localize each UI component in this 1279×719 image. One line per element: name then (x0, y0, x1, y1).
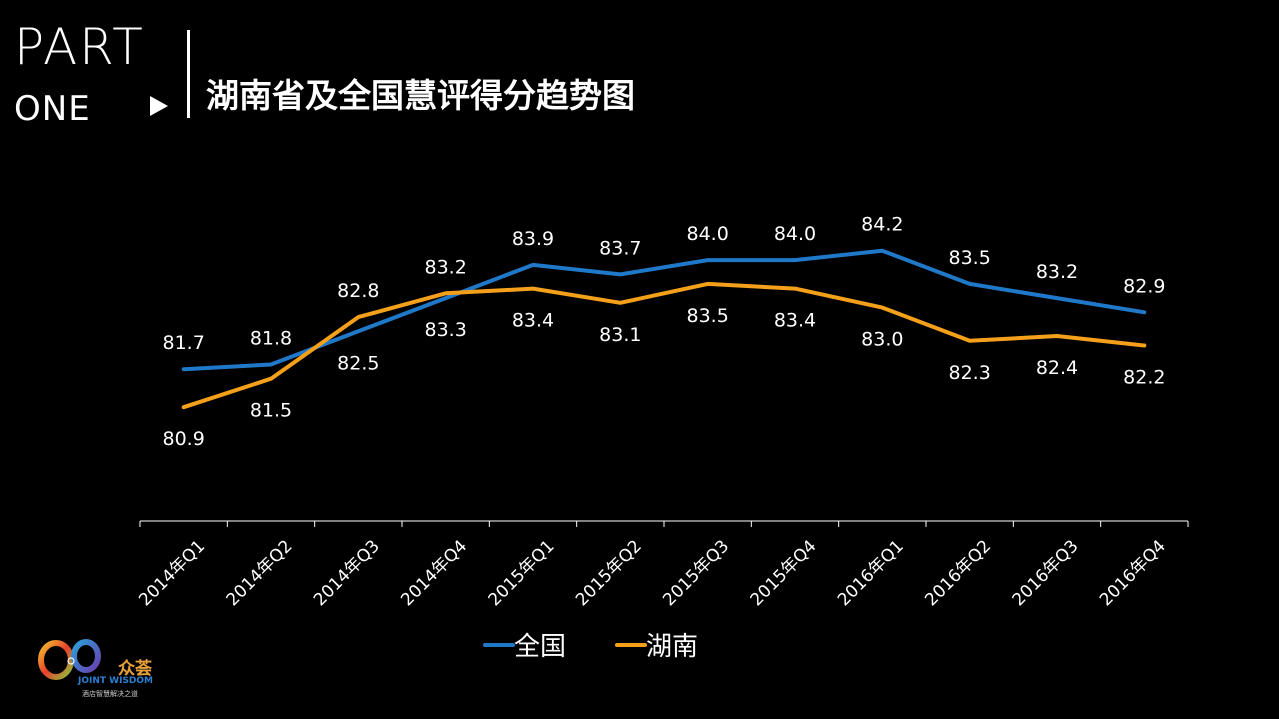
company-logo: 众荟 JOINT WISDOM 酒店智慧解决之道 (36, 636, 176, 714)
data-label-national: 83.5 (949, 247, 991, 269)
legend-label-0: 全国 (514, 632, 566, 662)
data-label-national: 82.9 (1123, 275, 1165, 297)
logo-tagline: 酒店智慧解决之道 (82, 690, 138, 698)
data-label-hunan: 82.3 (949, 362, 991, 384)
data-label-national: 83.2 (1036, 261, 1078, 283)
series-line-1 (181, 281, 1147, 410)
series-line-0 (181, 248, 1147, 372)
data-label-hunan: 82.5 (337, 352, 379, 374)
part-heading: PART (14, 18, 145, 76)
data-label-hunan: 80.9 (163, 428, 205, 450)
x-tick-label: 2015年Q1 (485, 536, 559, 610)
x-tick-label: 2014年Q2 (223, 536, 297, 610)
data-label-national: 81.7 (163, 332, 205, 354)
data-label-hunan: 83.4 (774, 310, 816, 332)
data-label-national: 84.2 (861, 214, 903, 236)
header-divider (187, 30, 190, 118)
data-label-national: 81.8 (250, 327, 292, 349)
data-label-hunan: 82.4 (1036, 357, 1078, 379)
logo-name-cn: 众荟 (118, 659, 152, 679)
x-tick-label: 2016年Q1 (834, 536, 908, 610)
infinity-logo-icon (38, 639, 101, 680)
x-tick-label: 2014年Q1 (135, 536, 209, 610)
x-tick-label: 2016年Q3 (1009, 536, 1083, 610)
data-label-hunan: 83.5 (687, 305, 729, 327)
part-index: ONE (14, 89, 91, 129)
data-label-national: 82.8 (337, 280, 379, 302)
data-label-hunan: 83.0 (861, 329, 903, 351)
x-tick-label: 2016年Q4 (1096, 536, 1170, 610)
data-label-national: 84.0 (774, 223, 816, 245)
data-label-hunan: 82.2 (1123, 367, 1165, 389)
data-label-hunan: 83.1 (599, 324, 641, 346)
x-tick-label: 2014年Q4 (397, 536, 471, 610)
data-label-national: 83.7 (599, 237, 641, 259)
data-label-hunan: 81.5 (250, 400, 292, 422)
data-label-hunan: 83.3 (425, 319, 467, 341)
x-tick-label: 2015年Q2 (572, 536, 646, 610)
x-tick-label: 2014年Q3 (310, 536, 384, 610)
x-tick-label: 2015年Q4 (747, 536, 821, 610)
page-title: 湖南省及全国慧评得分趋势图 (206, 76, 635, 115)
logo-name-en: JOINT WISDOM (78, 676, 153, 686)
x-tick-label: 2015年Q3 (659, 536, 733, 610)
data-label-national: 84.0 (687, 223, 729, 245)
data-label-national: 83.9 (512, 228, 554, 250)
data-label-national: 83.2 (425, 256, 467, 278)
play-arrow-icon (150, 96, 168, 116)
data-label-hunan: 83.4 (512, 310, 554, 332)
legend-label-1: 湖南 (646, 632, 698, 662)
x-tick-label: 2016年Q2 (921, 536, 995, 610)
